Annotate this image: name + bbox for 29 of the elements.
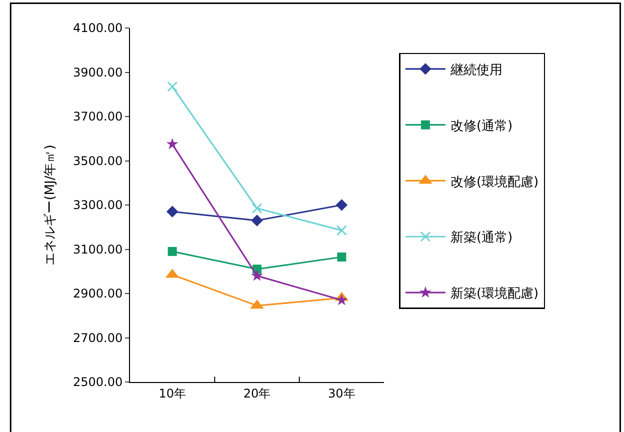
point: [166, 206, 178, 218]
point: [336, 199, 348, 211]
point: [336, 294, 348, 306]
x-tick-label: 30年: [328, 386, 356, 400]
y-tick-label: 3700.00: [72, 110, 123, 124]
point: [166, 138, 178, 150]
legend-label: 改修(環境配慮): [450, 174, 539, 190]
y-axis-title: エネルギー(MJ/年㎡): [42, 144, 58, 266]
y-tick-label: 3900.00: [72, 65, 123, 80]
point: [167, 81, 178, 92]
legend-label: 新築(環境配慮): [450, 286, 539, 302]
legend-label: 改修(通常): [450, 118, 513, 134]
x-tick-label: 20年: [243, 386, 271, 400]
y-tick-label: 3300.00: [72, 198, 123, 212]
y-tick-label: 3500.00: [72, 154, 123, 168]
legend-label: 新築(通常): [450, 230, 513, 246]
legend-label: 継続使用: [449, 63, 502, 78]
y-tick-label: 2500.00: [72, 375, 123, 390]
point: [251, 270, 263, 281]
point: [337, 252, 346, 262]
point: [168, 246, 177, 256]
point: [252, 203, 262, 214]
point: [251, 214, 263, 226]
point: [336, 225, 347, 236]
y-tick-label: 3100.00: [72, 242, 123, 256]
y-tick-label: 2700.00: [72, 330, 123, 345]
y-tick-label: 2900.00: [72, 286, 123, 301]
y-tick-label: 4100.00: [72, 21, 123, 36]
x-tick-label: 10年: [158, 386, 186, 400]
